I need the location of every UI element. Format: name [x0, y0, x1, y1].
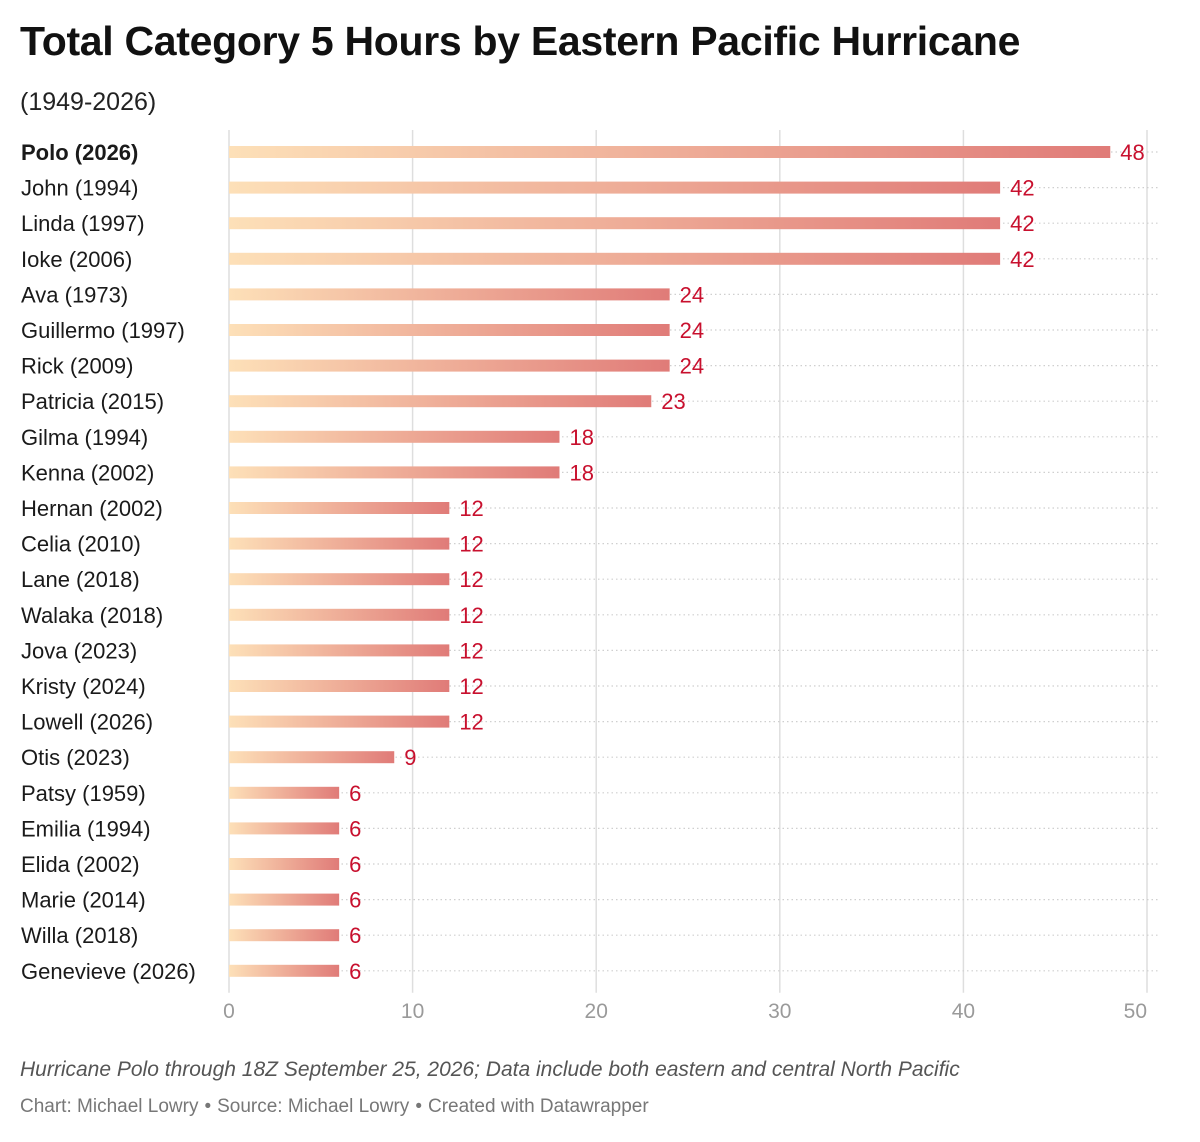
- bar: [229, 573, 450, 586]
- x-tick-label: 30: [768, 1000, 791, 1023]
- value-label: 24: [680, 282, 704, 307]
- value-label: 42: [1010, 176, 1034, 201]
- value-label: 9: [404, 745, 416, 770]
- category-label: Elida (2002): [21, 852, 140, 877]
- value-label: 12: [459, 674, 483, 699]
- category-label: Emilia (1994): [21, 816, 151, 841]
- created-with: Created with Datawrapper: [427, 1096, 649, 1117]
- credit-separator: •: [204, 1096, 212, 1117]
- value-label: 6: [349, 816, 361, 841]
- bar: [229, 288, 670, 301]
- category-label: Marie (2014): [21, 888, 146, 913]
- category-label: Genevieve (2026): [21, 959, 196, 984]
- value-label: 12: [459, 496, 483, 521]
- value-label: 42: [1010, 247, 1034, 272]
- bar: [229, 822, 340, 835]
- bar: [229, 395, 652, 408]
- category-label: Guillermo (1997): [21, 318, 185, 343]
- category-label: Willa (2018): [21, 923, 138, 948]
- bar: [229, 964, 340, 977]
- value-label: 18: [569, 460, 593, 485]
- x-tick-label: 10: [401, 1000, 424, 1023]
- category-label: Lowell (2026): [21, 710, 153, 735]
- credit-separator: •: [415, 1096, 422, 1117]
- category-label: Kristy (2024): [21, 674, 146, 699]
- bar: [229, 644, 450, 657]
- value-label: 18: [569, 425, 593, 450]
- bar: [229, 786, 340, 799]
- category-label: Celia (2010): [21, 532, 141, 557]
- value-label: 6: [349, 923, 361, 948]
- category-label: Gilma (1994): [21, 425, 148, 450]
- bar: [229, 217, 1001, 230]
- category-label: Ava (1973): [21, 282, 128, 307]
- value-label: 24: [680, 354, 704, 379]
- x-tick-label: 20: [585, 1000, 608, 1023]
- value-label: 12: [459, 710, 483, 735]
- bar: [229, 324, 670, 336]
- bar: [229, 430, 560, 443]
- value-label: 12: [459, 638, 483, 663]
- category-label: Hernan (2002): [21, 496, 163, 521]
- bar: [229, 751, 395, 764]
- value-label: 23: [661, 389, 685, 414]
- bar: [229, 858, 340, 870]
- bar-chart: Polo (2026) 48 John (1994) 42 Linda (1997) 42…: [21, 130, 1160, 1023]
- chart-title: Total Category 5 Hours by Eastern Pacifi…: [20, 18, 1021, 64]
- category-label: Kenna (2002): [21, 460, 154, 485]
- value-label: 6: [349, 888, 361, 913]
- bar: [229, 252, 1001, 265]
- chart-credit: Chart: Michael Lowry: [20, 1096, 199, 1117]
- category-label: Polo (2026): [21, 140, 138, 165]
- source-credit: Source: Michael Lowry: [217, 1096, 410, 1117]
- category-label: Walaka (2018): [21, 603, 163, 628]
- value-label: 48: [1120, 140, 1144, 165]
- category-label: Rick (2009): [21, 354, 133, 379]
- bar: [229, 181, 1001, 194]
- x-tick-label: 0: [223, 1000, 235, 1023]
- bar: [229, 146, 1111, 158]
- category-label: Jova (2023): [21, 638, 137, 663]
- value-label: 42: [1010, 211, 1034, 236]
- bar: [229, 680, 450, 692]
- x-tick-label: 50: [1124, 1000, 1147, 1023]
- value-label: 6: [349, 959, 361, 984]
- value-label: 12: [459, 603, 483, 628]
- category-label: Ioke (2006): [21, 247, 132, 272]
- category-label: Linda (1997): [21, 211, 145, 236]
- value-label: 6: [349, 781, 361, 806]
- category-label: Patricia (2015): [21, 389, 164, 414]
- bar: [229, 715, 450, 728]
- bar: [229, 537, 450, 550]
- x-tick-label: 40: [952, 1000, 975, 1023]
- category-label: Otis (2023): [21, 745, 130, 770]
- category-label: Patsy (1959): [21, 781, 146, 806]
- bar: [229, 359, 670, 372]
- bar: [229, 502, 450, 514]
- chart-credits: Chart: Michael Lowry • Source: Michael Low…: [20, 1096, 649, 1118]
- bar: [229, 608, 450, 621]
- category-label: Lane (2018): [21, 567, 140, 592]
- value-label: 24: [680, 318, 704, 343]
- chart-notes: Hurricane Polo through 18Z September 25,…: [20, 1058, 960, 1081]
- bar: [229, 929, 340, 942]
- category-label: John (1994): [21, 176, 138, 201]
- value-label: 6: [349, 852, 361, 877]
- bar: [229, 466, 560, 479]
- value-label: 12: [459, 567, 483, 592]
- bar: [229, 893, 340, 906]
- value-label: 12: [459, 532, 483, 557]
- chart-subtitle: (1949-2026): [20, 88, 157, 116]
